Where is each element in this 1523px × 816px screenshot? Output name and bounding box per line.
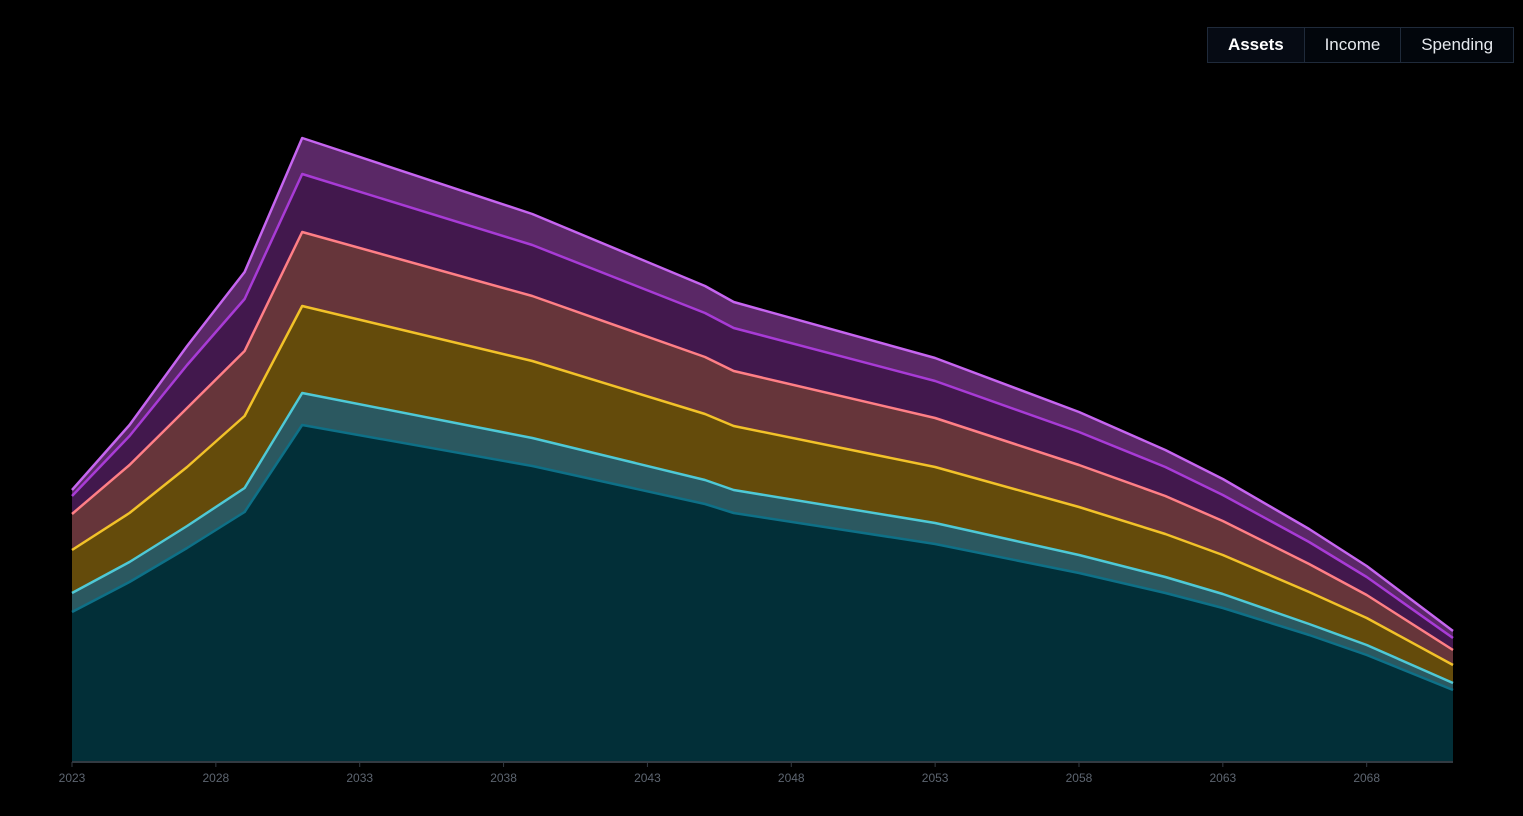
line-series-2 — [71, 391, 1454, 685]
view-tabs: Assets Income Spending — [1207, 27, 1514, 63]
x-tick-label: 2023 — [59, 771, 86, 785]
x-tick-label: 2038 — [490, 771, 517, 785]
x-tick-label: 2048 — [778, 771, 805, 785]
x-tick-label: 2068 — [1353, 771, 1380, 785]
series-lines — [71, 136, 1454, 692]
line-series-4 — [71, 230, 1454, 652]
x-tick-label: 2043 — [634, 771, 661, 785]
x-axis-ticks: 2023 2028 2033 2038 2043 2048 2053 2058 2063 2068 — [59, 762, 1380, 785]
x-tick-label: 2053 — [922, 771, 949, 785]
line-series-6 — [71, 136, 1454, 632]
x-tick-label: 2028 — [203, 771, 230, 785]
x-tick-label: 2033 — [346, 771, 373, 785]
area-series-1 — [72, 425, 1453, 761]
x-tick-label: 2058 — [1066, 771, 1093, 785]
line-series-1 — [71, 423, 1454, 692]
line-series-3 — [71, 304, 1454, 667]
line-series-5 — [71, 172, 1454, 640]
x-tick-label: 2063 — [1209, 771, 1236, 785]
tab-spending[interactable]: Spending — [1421, 35, 1494, 54]
tab-assets[interactable]: Assets — [1208, 28, 1305, 62]
area-layers — [72, 138, 1453, 761]
tab-income[interactable]: Income — [1305, 28, 1402, 62]
